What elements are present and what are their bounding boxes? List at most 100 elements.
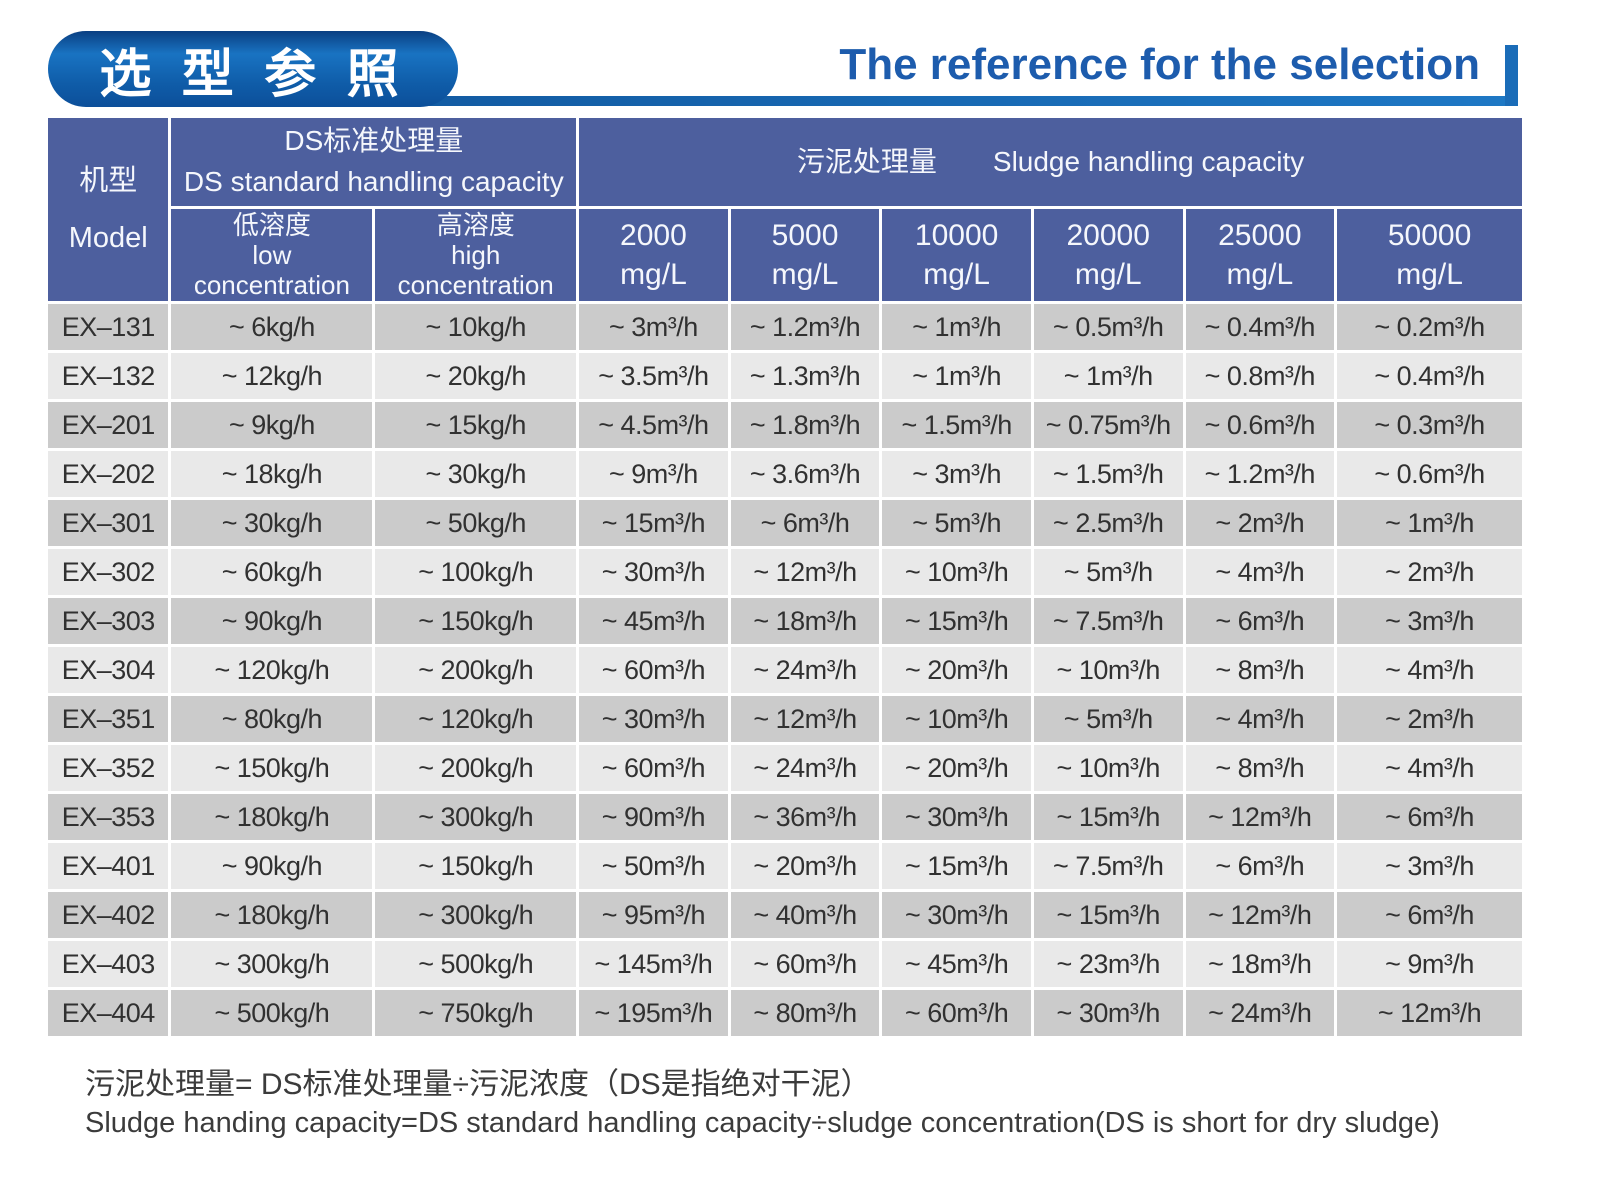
- value-cell: ~ 90kg/h: [171, 598, 373, 644]
- value-cell: ~ 6kg/h: [171, 304, 373, 350]
- value-cell: ~ 60m³/h: [579, 745, 728, 791]
- value-cell: ~ 1.2m³/h: [1185, 451, 1335, 497]
- value-cell: ~ 50kg/h: [375, 500, 577, 546]
- low-concentration-header: 低溶度 low concentration: [171, 209, 373, 301]
- value-cell: ~ 0.75m³/h: [1033, 402, 1183, 448]
- value-cell: ~ 2.5m³/h: [1033, 500, 1183, 546]
- value-cell: ~ 300kg/h: [375, 794, 577, 840]
- selection-reference-table: 机型 Model DS标准处理量 DS standard handling ca…: [45, 115, 1525, 1039]
- mgl-header-5000: 5000 mg/L: [730, 209, 880, 301]
- value-cell: ~ 95m³/h: [579, 892, 728, 938]
- value-cell: ~ 30kg/h: [375, 451, 577, 497]
- value-cell: ~ 24m³/h: [730, 647, 880, 693]
- value-cell: ~ 200kg/h: [375, 647, 577, 693]
- value-cell: ~ 6m³/h: [1337, 892, 1522, 938]
- value-cell: ~ 30kg/h: [171, 500, 373, 546]
- value-cell: ~ 23m³/h: [1033, 941, 1183, 987]
- value-cell: ~ 20m³/h: [730, 843, 880, 889]
- model-cell: EX–201: [48, 402, 169, 448]
- value-cell: ~ 195m³/h: [579, 990, 728, 1036]
- value-cell: ~ 1m³/h: [1337, 500, 1522, 546]
- value-cell: ~ 10m³/h: [1033, 647, 1183, 693]
- value-cell: ~ 30m³/h: [882, 892, 1031, 938]
- value-cell: ~ 15m³/h: [1033, 794, 1183, 840]
- value-cell: ~ 12m³/h: [1185, 892, 1335, 938]
- model-cell: EX–353: [48, 794, 169, 840]
- value-cell: ~ 6m³/h: [1337, 794, 1522, 840]
- value-cell: ~ 180kg/h: [171, 892, 373, 938]
- value-cell: ~ 8m³/h: [1185, 745, 1335, 791]
- value-cell: ~ 30m³/h: [579, 549, 728, 595]
- model-cell: EX–402: [48, 892, 169, 938]
- table-row: EX–352 ~ 150kg/h ~ 200kg/h ~ 60m³/h ~ 24m³/h…: [48, 745, 1522, 791]
- value-cell: ~ 60m³/h: [882, 990, 1031, 1036]
- value-cell: ~ 0.8m³/h: [1185, 353, 1335, 399]
- value-cell: ~ 9m³/h: [1337, 941, 1522, 987]
- page-title-en: The reference for the selection: [839, 40, 1480, 89]
- table-row: EX–301 ~ 30kg/h ~ 50kg/h ~ 15m³/h ~ 6m³/h ~ 5…: [48, 500, 1522, 546]
- value-cell: ~ 18m³/h: [1185, 941, 1335, 987]
- value-cell: ~ 0.6m³/h: [1337, 451, 1522, 497]
- table-row: EX–202 ~ 18kg/h ~ 30kg/h ~ 9m³/h ~ 3.6m³/h ~ …: [48, 451, 1522, 497]
- value-cell: ~ 150kg/h: [375, 843, 577, 889]
- value-cell: ~ 15kg/h: [375, 402, 577, 448]
- value-cell: ~ 100kg/h: [375, 549, 577, 595]
- value-cell: ~ 30m³/h: [1033, 990, 1183, 1036]
- value-cell: ~ 15m³/h: [882, 598, 1031, 644]
- model-cell: EX–202: [48, 451, 169, 497]
- value-cell: ~ 20kg/h: [375, 353, 577, 399]
- value-cell: ~ 10m³/h: [882, 549, 1031, 595]
- value-cell: ~ 1.5m³/h: [1033, 451, 1183, 497]
- model-cell: EX–351: [48, 696, 169, 742]
- value-cell: ~ 90m³/h: [579, 794, 728, 840]
- value-cell: ~ 1m³/h: [882, 353, 1031, 399]
- value-cell: ~ 1.3m³/h: [730, 353, 880, 399]
- value-cell: ~ 15m³/h: [882, 843, 1031, 889]
- model-cell: EX–302: [48, 549, 169, 595]
- value-cell: ~ 500kg/h: [171, 990, 373, 1036]
- page-title-pill: 选 型 参 照: [48, 31, 458, 107]
- value-cell: ~ 1m³/h: [1033, 353, 1183, 399]
- value-cell: ~ 4m³/h: [1185, 696, 1335, 742]
- value-cell: ~ 9m³/h: [579, 451, 728, 497]
- value-cell: ~ 1m³/h: [882, 304, 1031, 350]
- value-cell: ~ 80m³/h: [730, 990, 880, 1036]
- value-cell: ~ 0.6m³/h: [1185, 402, 1335, 448]
- model-cell: EX–401: [48, 843, 169, 889]
- value-cell: ~ 3m³/h: [882, 451, 1031, 497]
- value-cell: ~ 5m³/h: [1033, 549, 1183, 595]
- value-cell: ~ 3.5m³/h: [579, 353, 728, 399]
- model-cell: EX–303: [48, 598, 169, 644]
- value-cell: ~ 0.4m³/h: [1337, 353, 1522, 399]
- value-cell: ~ 10m³/h: [1033, 745, 1183, 791]
- value-cell: ~ 80kg/h: [171, 696, 373, 742]
- value-cell: ~ 18kg/h: [171, 451, 373, 497]
- banner-end-bar: [1505, 45, 1518, 106]
- model-cell: EX–301: [48, 500, 169, 546]
- value-cell: ~ 3m³/h: [1337, 843, 1522, 889]
- mgl-header-2000: 2000 mg/L: [579, 209, 728, 301]
- value-cell: ~ 3.6m³/h: [730, 451, 880, 497]
- ds-capacity-group-header: DS标准处理量 DS standard handling capacity: [171, 118, 577, 206]
- value-cell: ~ 300kg/h: [375, 892, 577, 938]
- value-cell: ~ 6m³/h: [1185, 598, 1335, 644]
- value-cell: ~ 4m³/h: [1337, 745, 1522, 791]
- value-cell: ~ 0.2m³/h: [1337, 304, 1522, 350]
- value-cell: ~ 7.5m³/h: [1033, 843, 1183, 889]
- table-header-sub-row: 低溶度 low concentration 高溶度 high concentra…: [48, 209, 1522, 301]
- value-cell: ~ 180kg/h: [171, 794, 373, 840]
- value-cell: ~ 20m³/h: [882, 745, 1031, 791]
- model-cell: EX–404: [48, 990, 169, 1036]
- table-row: EX–403 ~ 300kg/h ~ 500kg/h ~ 145m³/h ~ 60m³/…: [48, 941, 1522, 987]
- value-cell: ~ 60m³/h: [730, 941, 880, 987]
- table-row: EX–404 ~ 500kg/h ~ 750kg/h ~ 195m³/h ~ 80m³/…: [48, 990, 1522, 1036]
- value-cell: ~ 10m³/h: [882, 696, 1031, 742]
- banner-underline: [300, 96, 1518, 106]
- table-row: EX–401 ~ 90kg/h ~ 150kg/h ~ 50m³/h ~ 20m³/h ~…: [48, 843, 1522, 889]
- value-cell: ~ 40m³/h: [730, 892, 880, 938]
- value-cell: ~ 15m³/h: [579, 500, 728, 546]
- value-cell: ~ 10kg/h: [375, 304, 577, 350]
- value-cell: ~ 750kg/h: [375, 990, 577, 1036]
- table-header-group-row: 机型 Model DS标准处理量 DS standard handling ca…: [48, 118, 1522, 301]
